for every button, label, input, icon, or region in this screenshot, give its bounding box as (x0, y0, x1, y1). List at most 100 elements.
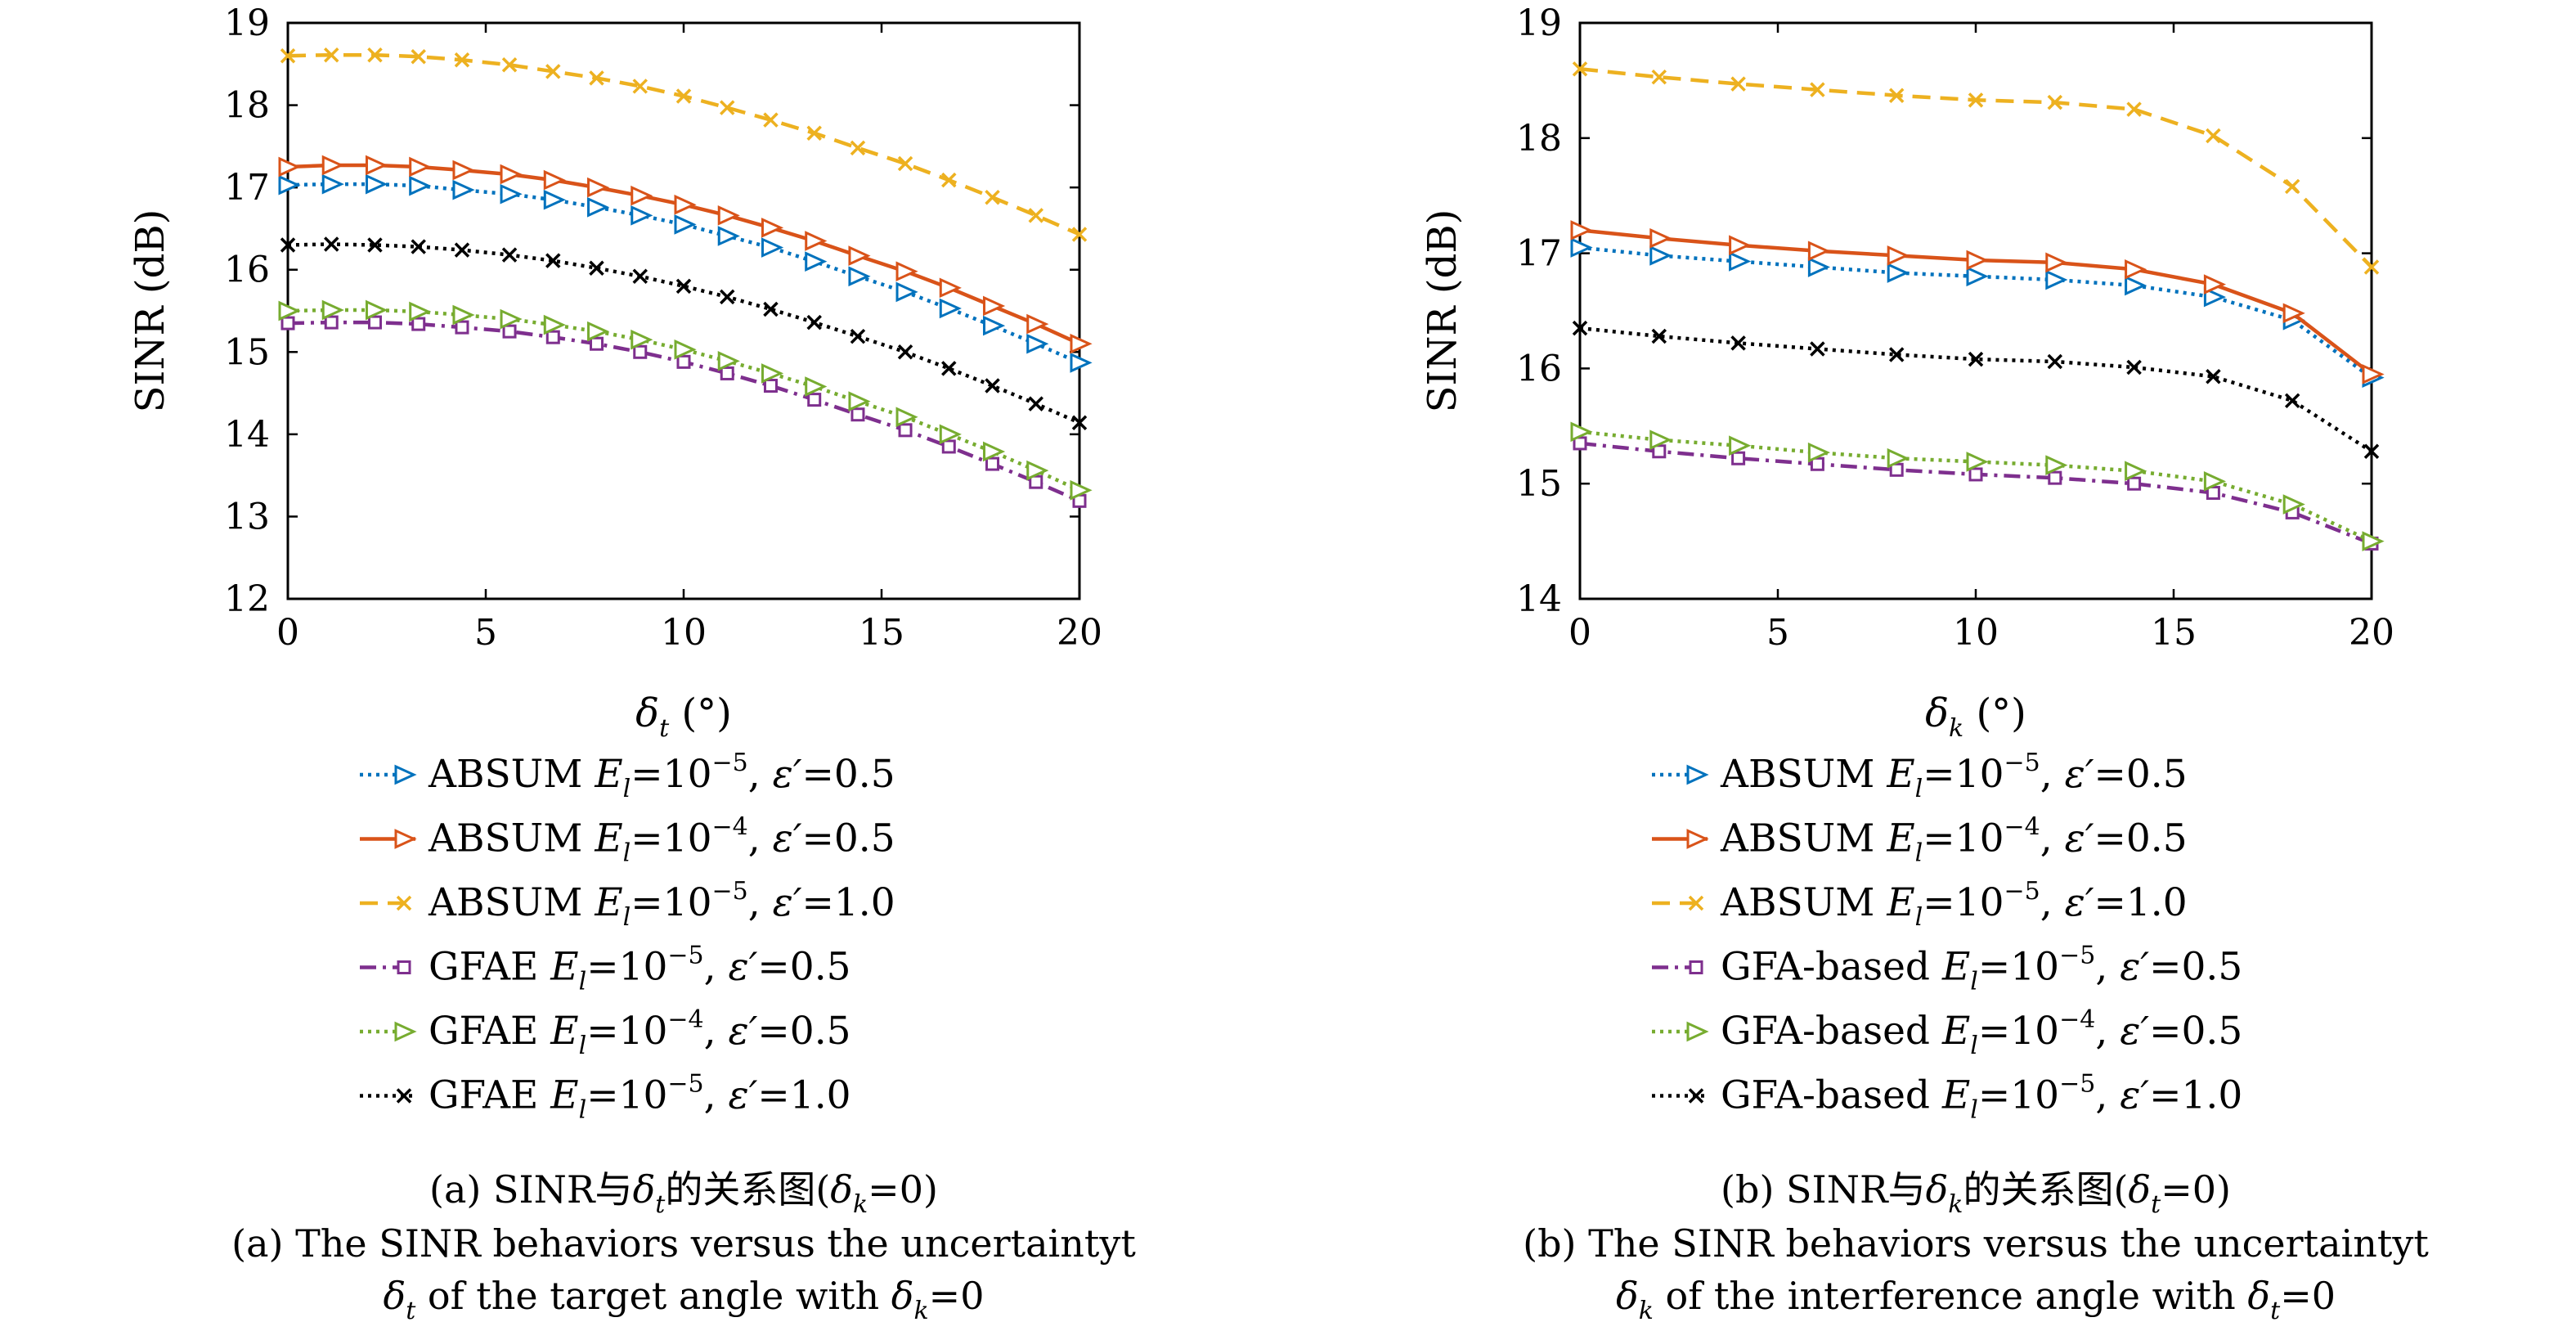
data-point (2125, 259, 2147, 280)
data-point (675, 278, 692, 295)
data-point (500, 164, 523, 185)
data-point (805, 376, 828, 397)
data-point (411, 48, 426, 65)
data-point (1572, 320, 1588, 336)
legend-label: GFA-based El=10−4, ε′=0.5 (1721, 1005, 2242, 1060)
data-point (720, 100, 735, 115)
y-tick-label: 16 (224, 250, 270, 291)
data-point (2126, 359, 2142, 375)
data-point (409, 156, 432, 178)
data-point (1807, 257, 1831, 277)
data-point (587, 177, 610, 198)
data-point (278, 174, 301, 196)
data-point (2045, 455, 2068, 476)
data-point (455, 320, 469, 335)
x-tick-label: 10 (1953, 612, 1999, 654)
data-point (1071, 227, 1088, 242)
data-point (589, 260, 604, 276)
data-point (2126, 101, 2142, 117)
x-tick-label: 20 (1057, 612, 1102, 654)
legend-marker (1688, 1088, 1704, 1104)
data-point (897, 344, 913, 360)
data-point (941, 172, 957, 188)
data-point (1968, 467, 1983, 482)
y-tick-label: 18 (1516, 118, 1562, 160)
x-tick-label: 0 (276, 612, 299, 654)
data-point (631, 185, 653, 206)
data-point (1966, 266, 1989, 287)
legend-entry: GFA-based El=10−4, ε′=0.5 (1652, 1005, 2242, 1060)
data-point (2206, 128, 2221, 144)
data-point (587, 196, 610, 218)
series-line (1579, 228, 2373, 376)
data-point (1570, 220, 1593, 241)
legend-label: ABSUM El=10−5, ε′=0.5 (1720, 749, 2188, 803)
data-point (2203, 471, 2227, 492)
data-point (1570, 421, 1593, 443)
data-point (1028, 208, 1043, 223)
data-point (543, 189, 566, 210)
data-point (2282, 303, 2305, 324)
data-point (985, 189, 1000, 205)
x-tick-label: 15 (859, 612, 904, 654)
data-point (1807, 442, 1831, 463)
data-point (983, 295, 1006, 317)
data-point (1731, 451, 1746, 465)
data-point (763, 112, 779, 128)
x-tick-label: 5 (1766, 612, 1789, 654)
data-point (806, 125, 822, 142)
y-tick-label: 16 (1516, 348, 1562, 389)
data-point (1651, 69, 1667, 85)
data-point (1729, 251, 1752, 272)
data-point (2362, 531, 2385, 551)
y-tick-label: 12 (224, 578, 270, 620)
y-tick-label: 14 (224, 414, 270, 456)
data-point (589, 70, 604, 86)
data-point (939, 298, 962, 319)
data-point (280, 237, 296, 253)
data-point (848, 391, 871, 411)
caption-a-en-line2: δt of the target angle with δk=0 (384, 1274, 985, 1325)
data-point (321, 155, 344, 176)
data-point (848, 245, 871, 266)
data-point (324, 236, 339, 252)
data-point (278, 156, 301, 178)
data-point (2362, 364, 2385, 384)
y-tick-label: 17 (224, 167, 270, 209)
data-point (1730, 335, 1746, 351)
legend-label: GFA-based El=10−5, ε′=0.5 (1721, 942, 2242, 996)
data-point (590, 336, 604, 351)
series-line (1579, 429, 2372, 543)
plot-frame-b (1578, 21, 2373, 600)
data-point (1651, 328, 1667, 344)
data-point (2203, 274, 2227, 295)
caption-b-cn: (b) SINR与δk的关系图(δt=0) (1721, 1167, 2231, 1219)
legend-entry: GFAE El=10−5, ε′=1.0 (360, 1070, 851, 1125)
legend-label: GFAE El=10−5, ε′=1.0 (429, 1070, 851, 1125)
legend-marker (396, 1088, 412, 1104)
y-tick-label: 13 (224, 496, 270, 537)
legend-b: ABSUM El=10−5, ε′=0.5 ABSUM El=10−4, ε′=0… (1652, 749, 2242, 1125)
data-point (409, 175, 432, 196)
data-point (367, 315, 382, 330)
data-point (501, 57, 518, 73)
data-point (632, 79, 648, 94)
legend-entry: ABSUM El=10−4, ε′=0.5 (1652, 813, 2188, 868)
data-point (367, 237, 383, 253)
data-point (1810, 341, 1825, 357)
data-point (280, 47, 296, 64)
data-point (1649, 245, 1672, 266)
data-point (2363, 443, 2380, 460)
data-point (2125, 275, 2147, 296)
data-point (633, 344, 648, 359)
data-point (674, 194, 697, 215)
legend-entry: GFAE El=10−5, ε′=0.5 (360, 942, 851, 996)
data-point (501, 247, 518, 263)
y-axis-label-b: SINR (dB) (1420, 209, 1465, 413)
series-line (1579, 326, 2373, 453)
data-point (761, 363, 784, 384)
data-point (761, 218, 784, 238)
y-tick-label: 17 (1516, 233, 1562, 275)
data-point (763, 379, 778, 393)
series-line (287, 308, 1080, 492)
